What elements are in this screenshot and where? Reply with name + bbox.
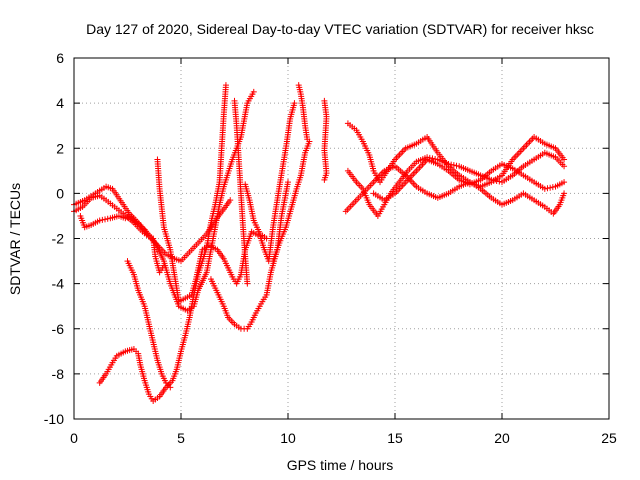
- series-arc-c: [77, 212, 167, 276]
- data-point: [227, 197, 234, 204]
- data-point: [96, 217, 103, 224]
- data-point-fill: [496, 178, 503, 185]
- data-point: [561, 179, 568, 186]
- data-point-fill: [490, 177, 497, 184]
- y-tick-label: -10: [44, 411, 64, 427]
- data-point: [321, 176, 328, 183]
- series-arc-f: [154, 100, 298, 305]
- data-point: [244, 280, 251, 287]
- data-point: [561, 156, 568, 163]
- chart-title: Day 127 of 2020, Sidereal Day-to-day VTE…: [86, 21, 594, 37]
- data-point: [167, 384, 174, 391]
- data-point: [488, 176, 495, 183]
- data-point-fill: [547, 184, 554, 191]
- x-tick-label: 20: [494, 430, 510, 446]
- data-point: [222, 82, 229, 89]
- x-axis-label: GPS time / hours: [287, 457, 394, 473]
- data-point-fill: [429, 155, 436, 162]
- series-arc-o: [342, 163, 568, 217]
- data-point-fill: [453, 162, 460, 169]
- gridlines: [74, 58, 609, 419]
- series-arc-n: [344, 149, 568, 219]
- series-arc-p: [370, 156, 568, 204]
- series-arc-b: [71, 192, 234, 265]
- series-arc-d: [96, 82, 229, 404]
- y-tick-label: -4: [52, 276, 65, 292]
- y-tick-label: -2: [52, 231, 65, 247]
- x-tick-label: 15: [387, 430, 403, 446]
- data-point: [304, 136, 311, 143]
- data-point: [250, 88, 257, 95]
- x-tick-label: 5: [177, 430, 185, 446]
- data-point-fill: [450, 162, 457, 169]
- y-tick-label: 0: [56, 185, 64, 201]
- series-arc-e: [124, 258, 174, 391]
- series-arc-j: [270, 138, 313, 265]
- y-tick-label: 2: [56, 140, 64, 156]
- data-point-fill: [102, 216, 109, 223]
- data-point: [561, 190, 568, 197]
- y-tick-label: 6: [56, 50, 64, 66]
- y-axis-label: SDTVAR / TECUs: [7, 183, 23, 295]
- series-arc-i: [242, 181, 270, 242]
- data-point-fill: [549, 184, 556, 191]
- series-arc-l: [321, 97, 330, 183]
- x-tick-label: 25: [601, 430, 617, 446]
- y-tick-label: -8: [52, 366, 65, 382]
- data-point: [541, 185, 548, 192]
- data-points: [71, 82, 568, 404]
- data-point-fill: [493, 177, 500, 184]
- axes: 0 5 10 15 20 25 -10 -8 -6 -4 -2 0 2 4 6: [44, 50, 617, 446]
- data-point-fill: [544, 185, 551, 192]
- x-tick-label: 0: [70, 430, 78, 446]
- data-point: [291, 100, 298, 107]
- x-tick-label: 10: [280, 430, 296, 446]
- data-point: [561, 163, 568, 170]
- series-arc-g: [207, 179, 291, 332]
- data-point: [445, 161, 452, 168]
- data-point-fill: [104, 215, 111, 222]
- data-point: [160, 262, 167, 269]
- data-point: [263, 235, 270, 242]
- series-arc-h: [231, 97, 251, 287]
- y-tick-label: 4: [56, 95, 64, 111]
- data-point: [285, 179, 291, 186]
- data-point-fill: [448, 161, 455, 168]
- series-arc-k: [295, 82, 311, 143]
- y-tick-label: -6: [52, 321, 65, 337]
- data-point-fill: [432, 155, 439, 162]
- data-point-fill: [99, 216, 106, 223]
